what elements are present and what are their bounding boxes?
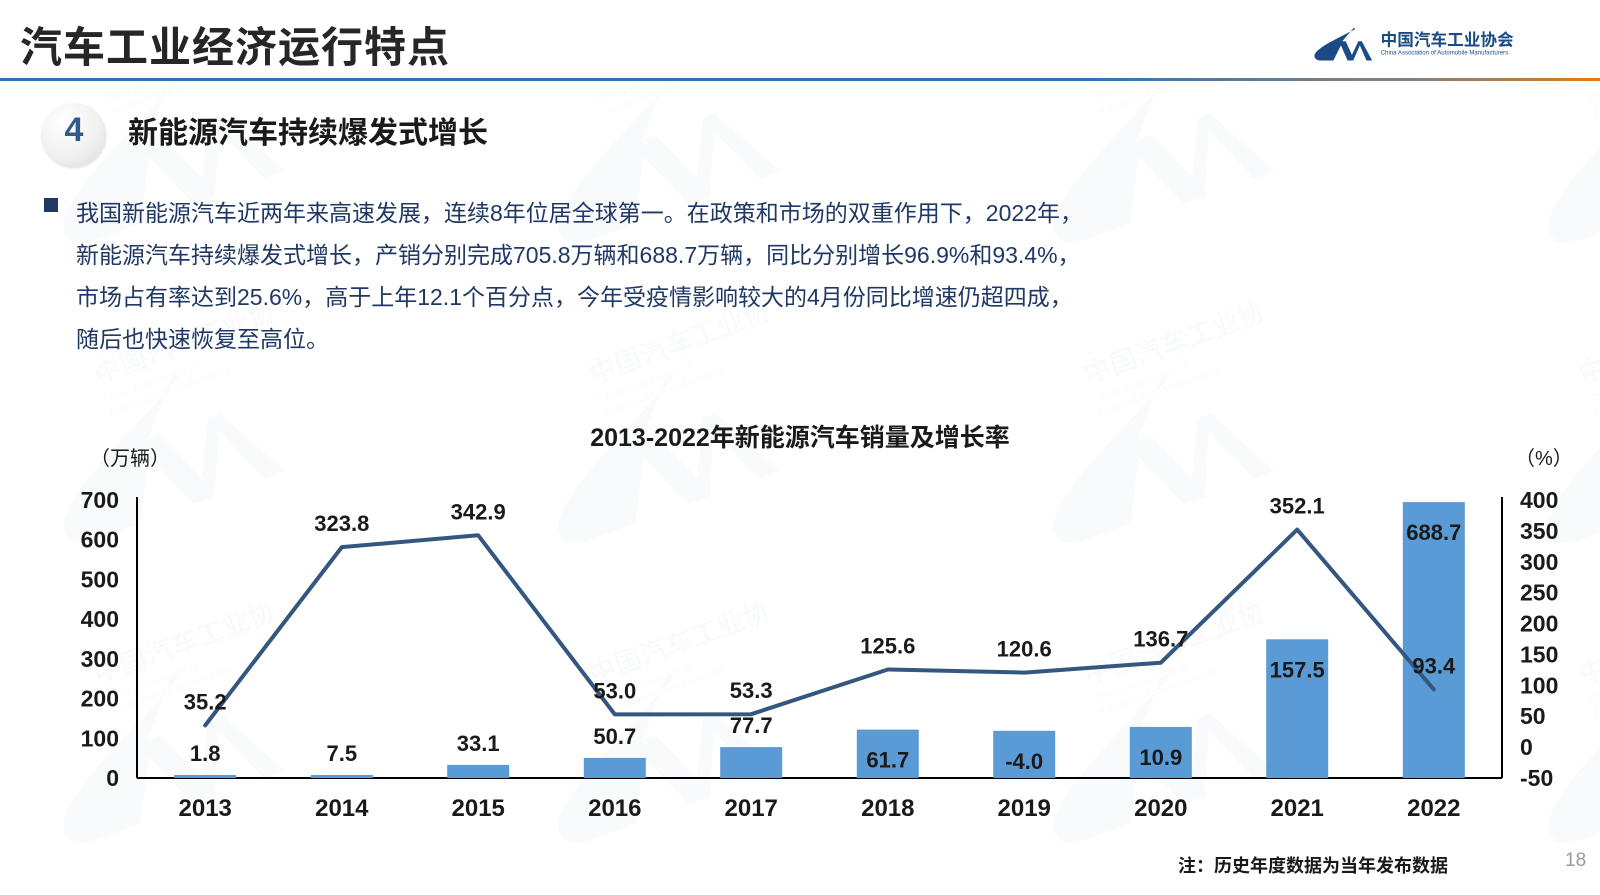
svg-text:53.0: 53.0 (593, 678, 636, 703)
svg-text:2022: 2022 (1407, 795, 1460, 822)
svg-text:323.8: 323.8 (314, 511, 369, 536)
svg-text:50.7: 50.7 (593, 724, 636, 749)
svg-text:7.5: 7.5 (327, 741, 358, 766)
svg-text:-50: -50 (1520, 765, 1553, 791)
svg-text:150: 150 (1520, 641, 1558, 667)
svg-text:100: 100 (81, 725, 119, 751)
svg-text:120.6: 120.6 (997, 637, 1052, 662)
svg-text:2016: 2016 (588, 795, 641, 822)
svg-text:2017: 2017 (725, 795, 778, 822)
svg-text:350: 350 (1520, 518, 1558, 544)
svg-text:0: 0 (1520, 734, 1533, 760)
svg-text:700: 700 (81, 487, 119, 513)
svg-text:35.2: 35.2 (184, 689, 227, 714)
svg-text:61.7: 61.7 (866, 748, 909, 773)
svg-text:-4.0: -4.0 (1005, 749, 1043, 774)
svg-text:300: 300 (81, 646, 119, 672)
svg-text:2015: 2015 (452, 795, 505, 822)
svg-text:352.1: 352.1 (1270, 494, 1325, 519)
svg-text:400: 400 (81, 606, 119, 632)
svg-text:10.9: 10.9 (1139, 745, 1182, 770)
svg-text:2020: 2020 (1134, 795, 1187, 822)
svg-text:250: 250 (1520, 580, 1558, 606)
svg-text:93.4: 93.4 (1412, 653, 1456, 678)
svg-text:600: 600 (81, 527, 119, 553)
svg-text:688.7: 688.7 (1406, 520, 1461, 545)
svg-text:200: 200 (81, 686, 119, 712)
svg-text:300: 300 (1520, 549, 1558, 575)
svg-text:200: 200 (1520, 611, 1558, 637)
svg-text:125.6: 125.6 (860, 634, 915, 659)
svg-text:342.9: 342.9 (451, 499, 506, 524)
svg-text:2021: 2021 (1271, 795, 1324, 822)
svg-text:2018: 2018 (861, 795, 914, 822)
svg-text:2019: 2019 (998, 795, 1051, 822)
svg-text:136.7: 136.7 (1133, 627, 1188, 652)
svg-text:53.3: 53.3 (730, 678, 773, 703)
svg-text:50: 50 (1520, 703, 1546, 729)
svg-text:2013: 2013 (179, 795, 232, 822)
svg-text:157.5: 157.5 (1270, 657, 1325, 682)
svg-text:0: 0 (106, 765, 119, 791)
svg-text:2014: 2014 (315, 795, 369, 822)
svg-text:33.1: 33.1 (457, 731, 500, 756)
svg-text:500: 500 (81, 566, 119, 592)
svg-text:100: 100 (1520, 672, 1558, 698)
svg-text:1.8: 1.8 (190, 741, 221, 766)
svg-text:77.7: 77.7 (730, 713, 773, 738)
svg-text:400: 400 (1520, 487, 1558, 513)
